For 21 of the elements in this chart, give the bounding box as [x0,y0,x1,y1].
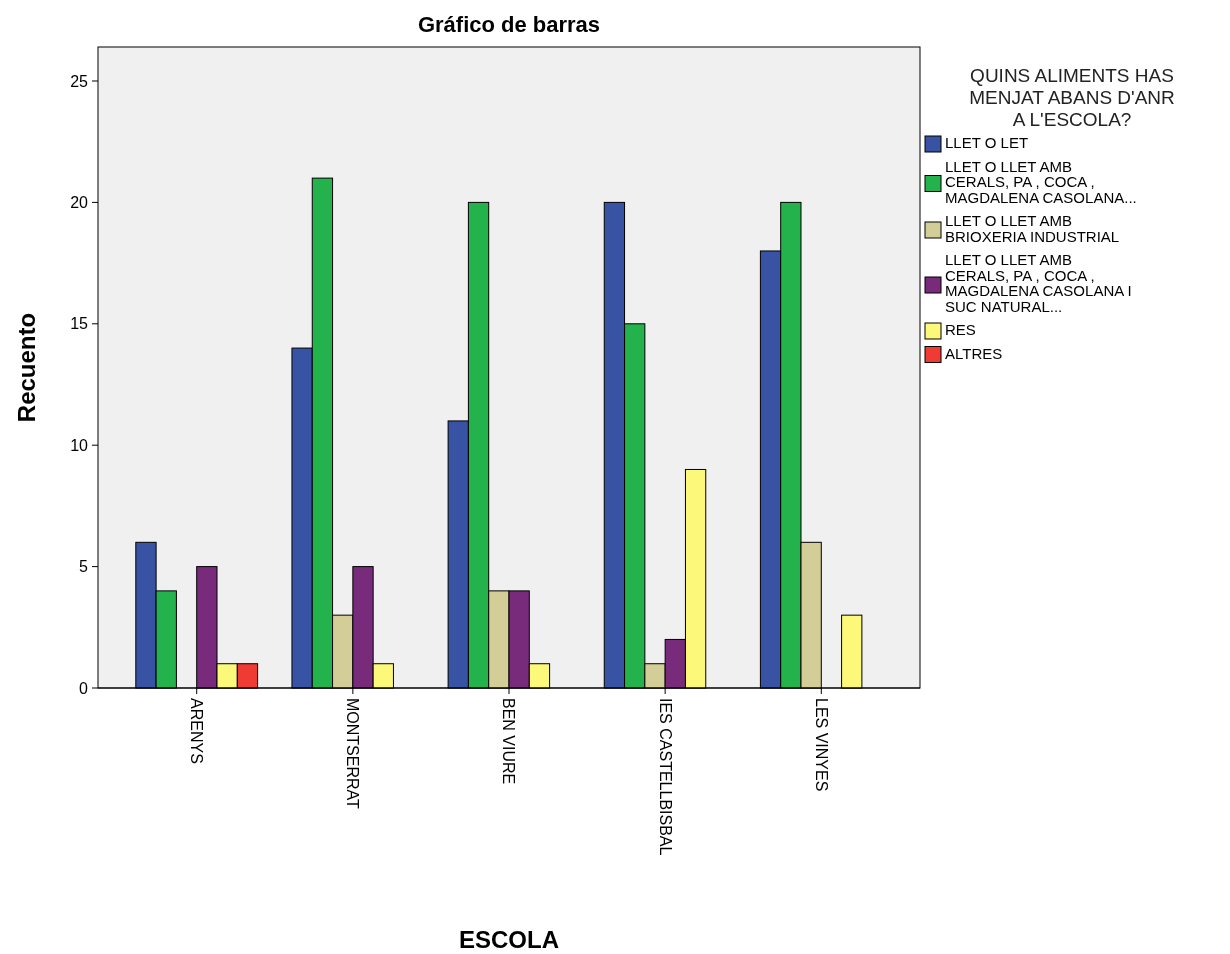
x-tick-label: MONTSERRAT [344,698,362,810]
legend-label: LLET O LLET AMB CERALS, PA , COCA , MAGDALENA CASOLANA... [945,157,1137,206]
y-axis-title: Recuento [13,312,40,423]
x-tick-label: LES VINYES [812,698,830,792]
x-tick-label: IES CASTELLBISBAL [656,698,674,856]
legend-title: QUINS ALIMENTS HAS MENJAT ABANS D'ANR A L'ESCOLA? [969,65,1175,130]
y-tick-label: 20 [70,193,89,211]
legend-label: LLET O LLET AMB BRIOXERIA INDUSTRIAL [945,212,1120,245]
legend-label: RES [945,321,976,338]
x-tick-label: ARENYS [188,698,206,764]
legend-label: LLET O LLET AMB CERALS, PA , COCA , MAGDALENA CASOLANA I SUC NATURAL... [945,251,1132,315]
y-tick-label: 5 [79,558,89,576]
y-tick-label: 0 [79,679,89,697]
y-tick-label: 25 [70,72,89,90]
y-tick-label: 10 [70,436,89,454]
legend-label: ALTRES [945,344,1003,362]
chart-title: Gráfico de barras [417,12,601,37]
x-axis-title: ESCOLA [458,926,560,953]
legend-label: LLET O LET [945,134,1029,151]
y-tick-label: 15 [70,315,89,333]
x-tick-label: BEN VIURE [500,698,518,785]
